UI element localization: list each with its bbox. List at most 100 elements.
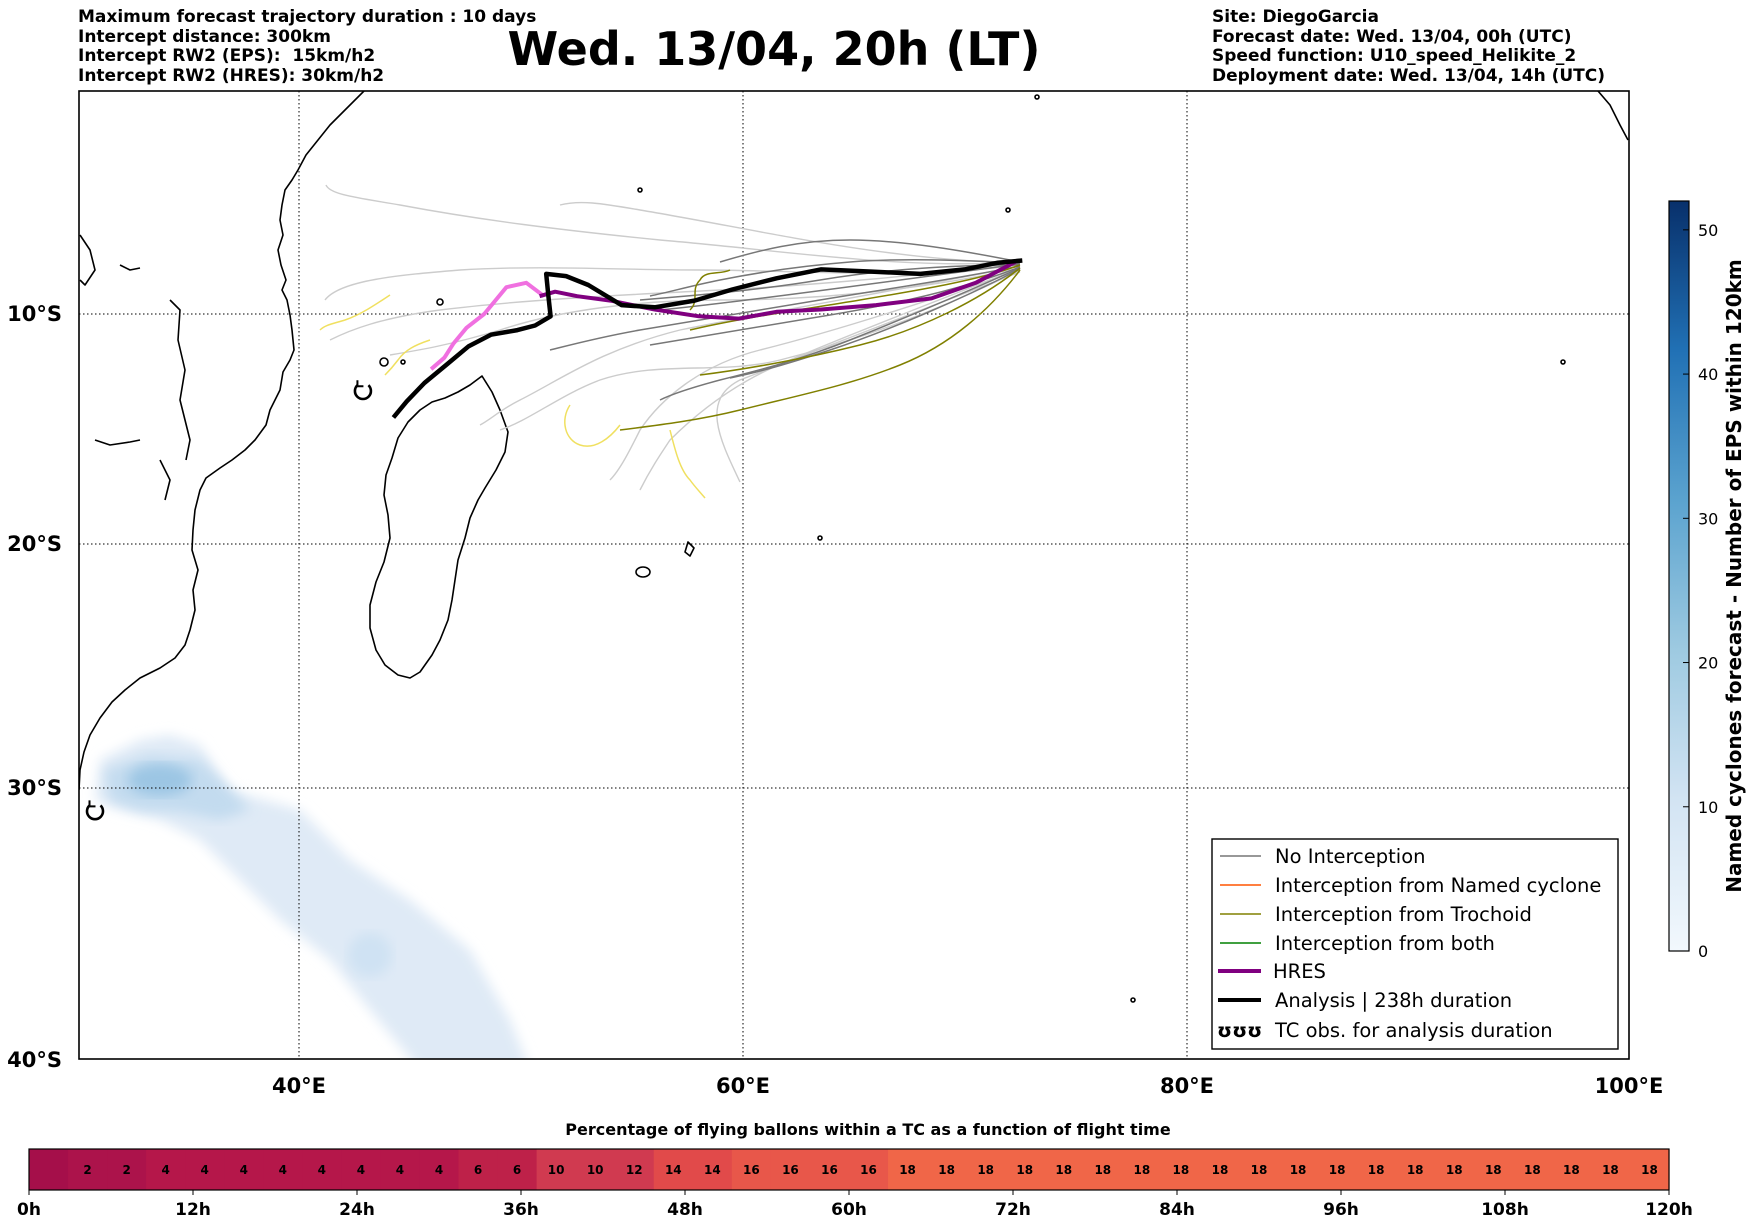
timebar-tick-label: 60h (831, 1200, 867, 1220)
timebar-cell (1590, 1149, 1631, 1190)
timebar-cell (575, 1149, 616, 1190)
timebar-tick-label: 96h (1323, 1200, 1359, 1220)
lon-label-40e: 40°E (272, 1074, 326, 1098)
legend-label-both: Interception from both (1275, 932, 1495, 955)
time-bar: Percentage of flying ballons within a TC… (17, 1120, 1693, 1220)
timebar-cell-label: 18 (1446, 1163, 1463, 1177)
colorbar-tick-label: 0 (1698, 942, 1708, 961)
timebar-ticks: 0h 12h 24h 36h 48h 60h 72h 84h 96h 108h 120h (17, 1190, 1693, 1220)
eps-light-track (639, 267, 1021, 491)
timebar-cell (458, 1149, 499, 1190)
island-small-2 (637, 187, 643, 193)
legend-label-trochoid: Interception from Trochoid (1275, 903, 1532, 926)
timebar-cell-label: 14 (665, 1163, 682, 1177)
no-interception-track (659, 267, 1021, 401)
madagascar-coastline (369, 375, 509, 679)
timebar-cell-label: 18 (1251, 1163, 1268, 1177)
colorbar: 0 10 20 30 40 50 Named cyclones forecast - Nu… (1668, 200, 1746, 961)
timebar-cell-label: 18 (1212, 1163, 1229, 1177)
timebar-cell (1278, 1149, 1319, 1190)
timebar-cell-label: 12 (626, 1163, 643, 1177)
timebar-cell-label: 16 (743, 1163, 760, 1177)
tc-obs-symbol (353, 384, 373, 401)
header-deployment-date: Deployment date: Wed. 13/04, 14h (UTC) (1212, 65, 1606, 86)
lat-label-10s: 10°S (7, 302, 62, 326)
legend-label-analysis: Analysis | 238h duration (1275, 989, 1512, 1012)
timebar-cell (1551, 1149, 1592, 1190)
cyclone-density-plume (95, 735, 526, 1059)
colorbar-tick-label: 10 (1698, 798, 1718, 817)
timebar-cell-label: 4 (240, 1163, 248, 1177)
eps-yellow-track (669, 429, 706, 499)
timebar-cell-label: 4 (357, 1163, 365, 1177)
island-comoros (379, 357, 389, 367)
no-interception-track (639, 264, 1021, 301)
colorbar-tick-label: 40 (1698, 365, 1718, 384)
timebar-cell (849, 1149, 889, 1190)
eps-light-track (499, 269, 1021, 431)
timebar-cell-label: 10 (587, 1163, 604, 1177)
timebar-cell (1395, 1149, 1436, 1190)
eps-light-track (559, 201, 1021, 264)
timebar-cell-label: 4 (201, 1163, 209, 1177)
timebar-cell (536, 1149, 577, 1190)
hres-pink-track (429, 280, 546, 371)
timebar-cell (1512, 1149, 1553, 1190)
timebar-cell (927, 1149, 967, 1190)
africa-coastline (79, 91, 365, 791)
eps-yellow-track (564, 404, 621, 447)
hres-track (539, 258, 1019, 321)
lat-label-40s: 40°S (7, 1048, 62, 1072)
trochoid-track (699, 267, 1021, 376)
ensemble-trajectories (319, 184, 1021, 499)
timebar-cell (1629, 1149, 1670, 1190)
timebar-cell (1200, 1149, 1241, 1190)
timebar-cell (146, 1149, 186, 1190)
header-left: Maximum forecast trajectory duration : 1… (78, 7, 536, 86)
eps-light-track (324, 264, 1021, 301)
timebar-cell-label: 18 (1329, 1163, 1346, 1177)
no-interception-track (549, 265, 1021, 351)
eps-yellow-track (384, 339, 431, 376)
timebar-cell (731, 1149, 772, 1190)
header-speed-function: Speed function: U10_speed_Helikite_2 (1212, 46, 1577, 66)
timebar-cell (497, 1149, 538, 1190)
timebar-tick-label: 24h (339, 1200, 375, 1220)
timebar-cell-label: 2 (83, 1163, 91, 1177)
timebar-cell-label: 10 (548, 1163, 565, 1177)
timebar-tick-label: 108h (1481, 1200, 1529, 1220)
timebar-cells: 2 2 4 4 4 4 4 4 4 4 6 6 10 10 12 14 14 16 16 16 16 18 18 18 18 18… (29, 1149, 1670, 1190)
coast-detail-4 (159, 459, 171, 501)
timebar-cell-label: 18 (938, 1163, 955, 1177)
gridlines (79, 91, 1629, 1059)
timebar-cell-label: 18 (1368, 1163, 1385, 1177)
timebar-cell-label: 4 (318, 1163, 326, 1177)
timebar-cell (1239, 1149, 1280, 1190)
island-mauritius (684, 541, 695, 557)
timebar-cell (419, 1149, 460, 1190)
colorbar-tick-label: 50 (1698, 221, 1718, 240)
legend-box (1211, 838, 1619, 1050)
timebar-tick-label: 48h (667, 1200, 703, 1220)
island-reunion (635, 566, 651, 578)
colorbar-fill (1668, 200, 1690, 952)
timebar-cell (302, 1149, 342, 1190)
timebar-cell (224, 1149, 264, 1190)
timebar-cell-label: 4 (161, 1163, 169, 1177)
timebar-title: Percentage of flying ballons within a TC… (565, 1120, 1171, 1139)
colorbar-label: Named cyclones forecast - Number of EPS … (1722, 259, 1746, 893)
no-interception-track (649, 259, 1021, 297)
header-intercept-distance: Intercept distance: 300km (78, 26, 331, 47)
timebar-cell-label: 16 (782, 1163, 799, 1177)
timebar-tick-label: 36h (503, 1200, 539, 1220)
timebar-cell (966, 1149, 1006, 1190)
trochoid-track (619, 269, 1021, 431)
lon-label-60e: 60°E (716, 1074, 770, 1098)
timebar-cell-label: 18 (899, 1163, 916, 1177)
timebar-cell-label: 6 (474, 1163, 482, 1177)
timebar-cell (1161, 1149, 1202, 1190)
timebar-cell-label: 18 (1055, 1163, 1072, 1177)
timebar-cell-label: 18 (1485, 1163, 1502, 1177)
timebar-tick-label: 72h (995, 1200, 1031, 1220)
timebar-cell (614, 1149, 655, 1190)
